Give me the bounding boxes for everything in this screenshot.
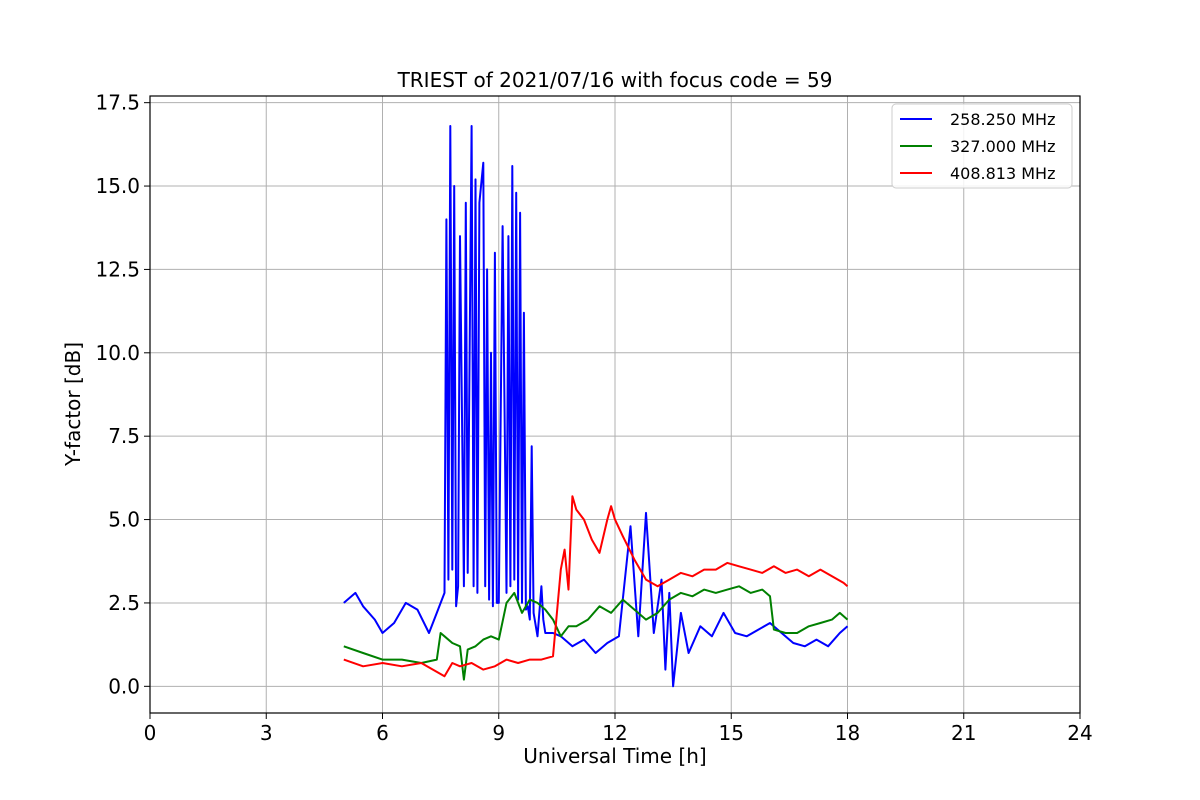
series-line-3 xyxy=(343,495,849,678)
y-axis-label: Y-factor [dB] xyxy=(61,342,85,467)
y-tick-label: 12.5 xyxy=(95,257,140,281)
chart-title: TRIEST of 2021/07/16 with focus code = 5… xyxy=(397,68,833,92)
legend-label: 408.813 MHz xyxy=(950,164,1055,183)
y-tick-label: 0.0 xyxy=(108,674,140,698)
legend-label: 258.250 MHz xyxy=(950,110,1055,129)
x-tick-label: 21 xyxy=(951,721,976,745)
x-tick-label: 18 xyxy=(835,721,860,745)
series-line-1 xyxy=(343,125,849,688)
x-tick-label: 15 xyxy=(719,721,744,745)
y-tick-label: 10.0 xyxy=(95,341,140,365)
y-tick-label: 2.5 xyxy=(108,591,140,615)
y-tick-label: 17.5 xyxy=(95,91,140,115)
x-tick-label: 3 xyxy=(260,721,273,745)
y-tick-label: 5.0 xyxy=(108,508,140,532)
x-tick-label: 0 xyxy=(144,721,157,745)
legend: 258.250 MHz 327.000 MHz 408.813 MHz xyxy=(891,103,1073,189)
y-tick-label: 7.5 xyxy=(108,424,140,448)
legend-box xyxy=(891,103,1073,189)
x-tick-label: 12 xyxy=(602,721,627,745)
x-axis-label: Universal Time [h] xyxy=(523,744,706,768)
x-tick-label: 9 xyxy=(492,721,505,745)
x-tick-label: 6 xyxy=(376,721,389,745)
series-line-2 xyxy=(343,585,849,681)
x-tick-label: 24 xyxy=(1067,721,1092,745)
y-tick-label: 15.0 xyxy=(95,174,140,198)
y-axis-ticks: 0.0 2.5 5.0 7.5 10.0 12.5 15.0 17.5 xyxy=(95,91,150,698)
legend-label: 327.000 MHz xyxy=(950,137,1055,156)
x-axis-ticks: 0 3 6 9 12 15 18 21 24 xyxy=(144,713,1093,745)
series-group xyxy=(343,125,849,688)
